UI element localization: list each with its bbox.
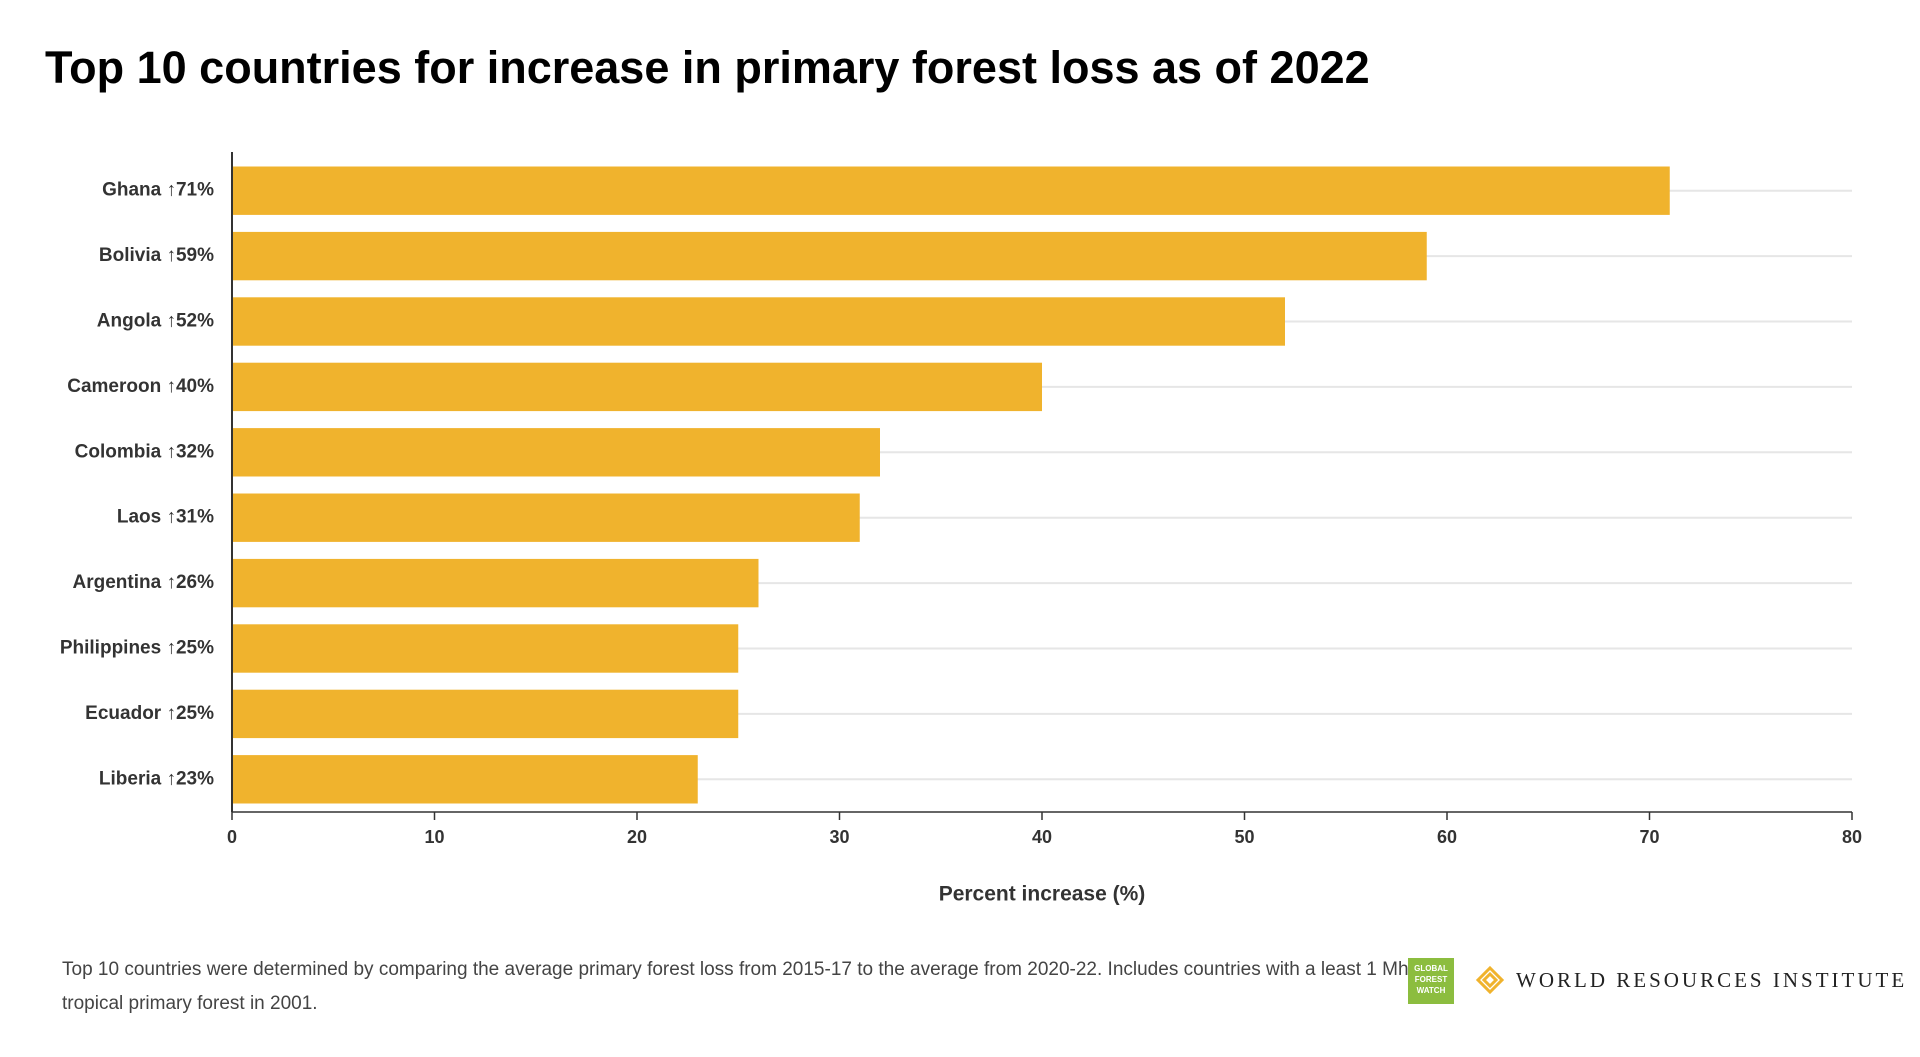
bar <box>232 689 739 739</box>
x-tick-label: 50 <box>1234 827 1254 847</box>
y-tick-label: Argentina ↑26% <box>73 572 215 593</box>
bar <box>232 624 739 673</box>
gfw-logo <box>1408 958 1454 1004</box>
bar <box>232 362 1042 412</box>
x-tick-label: 0 <box>227 827 237 847</box>
x-tick-label: 10 <box>424 827 444 847</box>
gfw-logo-text: GLOBAL <box>1414 964 1448 973</box>
y-tick-label: Philippines ↑25% <box>60 638 214 659</box>
wri-icon <box>1475 965 1505 995</box>
x-tick-label: 60 <box>1437 827 1457 847</box>
bar <box>232 755 698 804</box>
y-tick-label: Cameroon ↑40% <box>67 376 214 397</box>
chart-title: Top 10 countries for increase in primary… <box>45 42 1370 93</box>
bar <box>232 231 1427 281</box>
y-tick-label: Liberia ↑23% <box>99 768 214 789</box>
y-tick-label: Bolivia ↑59% <box>99 245 214 266</box>
gfw-logo-text: FOREST <box>1415 975 1448 984</box>
wri-logo-text: WORLD RESOURCES INSTITUTE <box>1516 968 1907 992</box>
bar <box>232 493 860 542</box>
footnote: tropical primary forest in 2001. <box>62 993 318 1014</box>
y-tick-label: Angola ↑52% <box>97 311 214 332</box>
bar <box>232 297 1285 346</box>
y-tick-label: Ecuador ↑25% <box>85 703 214 724</box>
x-tick-label: 70 <box>1639 827 1659 847</box>
y-tick-label: Ghana ↑71% <box>102 180 214 201</box>
x-tick-label: 40 <box>1032 827 1052 847</box>
bar <box>232 166 1670 215</box>
gfw-logo-text: WATCH <box>1417 986 1446 995</box>
x-tick-label: 20 <box>627 827 647 847</box>
footnote: Top 10 countries were determined by comp… <box>62 959 1441 980</box>
x-tick-label: 30 <box>829 827 849 847</box>
x-tick-label: 80 <box>1842 827 1862 847</box>
bar <box>232 428 880 477</box>
x-axis-label: Percent increase (%) <box>939 883 1146 906</box>
y-tick-label: Colombia ↑32% <box>75 441 214 462</box>
bar <box>232 558 759 608</box>
y-tick-label: Laos ↑31% <box>117 507 214 528</box>
